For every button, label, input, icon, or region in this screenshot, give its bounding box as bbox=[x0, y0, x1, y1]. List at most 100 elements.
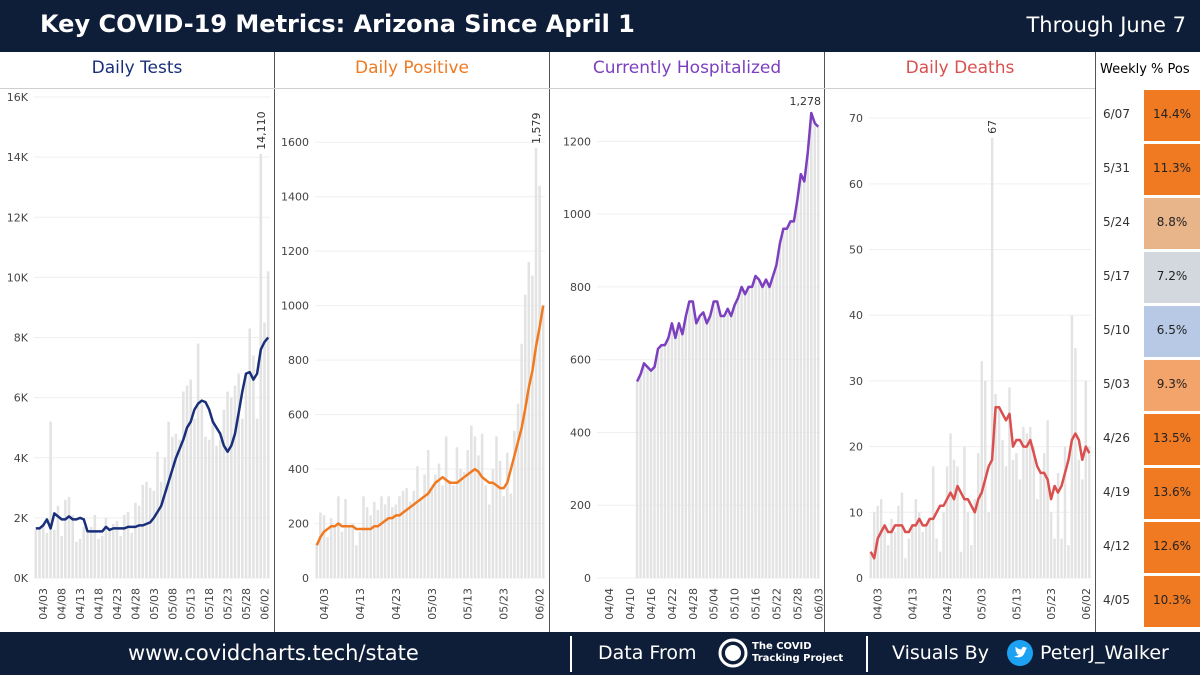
x-tick-label: 05/28 bbox=[791, 588, 804, 620]
page-title: Key COVID-19 Metrics: Arizona Since Apri… bbox=[40, 10, 635, 38]
bar bbox=[344, 499, 347, 578]
bar bbox=[869, 551, 872, 578]
bar bbox=[928, 518, 931, 578]
bar bbox=[1046, 420, 1049, 578]
bar bbox=[185, 385, 189, 578]
bar bbox=[695, 323, 698, 578]
week-label: 5/03 bbox=[1103, 377, 1130, 391]
week-label: 4/12 bbox=[1103, 539, 1130, 553]
bar bbox=[266, 271, 270, 578]
x-tick-label: 05/10 bbox=[729, 588, 742, 620]
bar bbox=[470, 425, 473, 578]
pos-rate-value: 10.3% bbox=[1152, 593, 1192, 607]
y-tick-label: 30 bbox=[849, 375, 863, 388]
bar bbox=[872, 512, 876, 578]
weekly-pos-header: Weekly % Pos bbox=[1100, 62, 1190, 77]
bar bbox=[430, 488, 434, 578]
daily-positive-title: Daily Positive bbox=[355, 58, 469, 78]
x-tick-label: 04/13 bbox=[354, 588, 367, 620]
bar bbox=[255, 418, 259, 578]
y-tick-label: 1000 bbox=[281, 300, 309, 313]
bar bbox=[987, 512, 990, 578]
bar bbox=[886, 545, 890, 578]
bar bbox=[89, 526, 93, 578]
bar bbox=[1008, 387, 1011, 578]
y-tick-label: 50 bbox=[849, 244, 863, 257]
bar bbox=[642, 363, 646, 578]
y-tick-label: 2K bbox=[14, 512, 29, 525]
pos-rate-cell: 9.3% bbox=[1144, 360, 1200, 412]
y-tick-label: 200 bbox=[288, 518, 309, 531]
pos-rate-value: 13.5% bbox=[1152, 431, 1192, 445]
x-tick-label: 05/13 bbox=[185, 588, 198, 620]
bar bbox=[712, 301, 715, 578]
bar bbox=[893, 532, 897, 578]
bar bbox=[211, 418, 215, 578]
pos-rate-cell: 10.3% bbox=[1144, 576, 1200, 628]
bar bbox=[38, 526, 41, 578]
bar bbox=[491, 469, 495, 578]
bar bbox=[1074, 348, 1077, 578]
bar bbox=[108, 529, 111, 578]
bar bbox=[1022, 426, 1025, 578]
bar bbox=[782, 228, 785, 578]
bar bbox=[337, 496, 340, 578]
bar bbox=[145, 481, 148, 578]
weekly-pos-row: 4/19 13.6% bbox=[1095, 467, 1200, 520]
trend-line bbox=[35, 336, 270, 533]
trend-line bbox=[635, 111, 820, 383]
bar bbox=[775, 265, 778, 578]
weekly-pos-row: 5/10 6.5% bbox=[1095, 305, 1200, 358]
bar bbox=[736, 297, 740, 578]
bar bbox=[86, 532, 89, 578]
peak-label: 1,579 bbox=[530, 112, 543, 144]
week-label: 5/31 bbox=[1103, 161, 1130, 175]
bar bbox=[796, 199, 799, 578]
site-url[interactable]: www.covidcharts.tech/state bbox=[128, 641, 419, 665]
bar bbox=[1011, 459, 1015, 578]
bar bbox=[702, 312, 705, 578]
bar bbox=[148, 487, 152, 578]
bar bbox=[1084, 380, 1088, 578]
bar bbox=[1067, 545, 1070, 578]
trend-line bbox=[869, 405, 1091, 560]
y-tick-label: 6K bbox=[14, 392, 29, 405]
x-tick-label: 05/08 bbox=[166, 588, 179, 620]
bar bbox=[990, 137, 994, 578]
twitter-handle[interactable]: PeterJ_Walker bbox=[1040, 642, 1169, 664]
data-from-label: Data From bbox=[598, 642, 697, 664]
bar bbox=[241, 418, 244, 578]
bar bbox=[233, 385, 237, 578]
bar bbox=[726, 308, 729, 578]
weekly-pos-row: 4/26 13.5% bbox=[1095, 413, 1200, 466]
bar bbox=[722, 316, 726, 578]
bar bbox=[405, 488, 408, 578]
weekly-pos-row: 5/17 7.2% bbox=[1095, 251, 1200, 304]
bar bbox=[538, 185, 541, 578]
divider bbox=[1095, 52, 1096, 632]
bar bbox=[401, 490, 405, 578]
bar bbox=[391, 507, 394, 578]
y-tick-label: 70 bbox=[849, 112, 863, 125]
bar bbox=[1018, 479, 1022, 578]
bar bbox=[156, 451, 159, 578]
bar bbox=[333, 526, 337, 578]
bar bbox=[134, 502, 137, 578]
bar bbox=[911, 525, 914, 578]
bar bbox=[1004, 466, 1008, 578]
bar bbox=[466, 449, 469, 578]
x-tick-label: 05/04 bbox=[708, 588, 721, 620]
x-tick-label: 04/13 bbox=[74, 588, 87, 620]
bar bbox=[60, 535, 63, 578]
bar bbox=[904, 558, 907, 578]
bar bbox=[437, 463, 441, 578]
bar bbox=[237, 373, 240, 578]
bar bbox=[768, 286, 771, 578]
twitter-icon[interactable] bbox=[1007, 640, 1033, 666]
bar bbox=[229, 397, 233, 578]
x-tick-label: 04/10 bbox=[624, 588, 637, 620]
bar bbox=[1060, 538, 1063, 578]
bar bbox=[771, 276, 775, 578]
pos-rate-cell: 11.3% bbox=[1144, 144, 1200, 196]
